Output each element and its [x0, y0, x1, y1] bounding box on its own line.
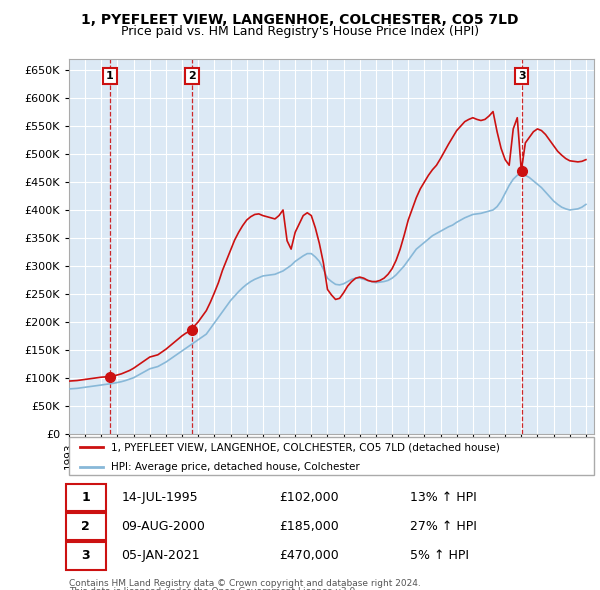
FancyBboxPatch shape — [67, 484, 106, 511]
FancyBboxPatch shape — [67, 513, 106, 540]
Text: 13% ↑ HPI: 13% ↑ HPI — [410, 491, 477, 504]
FancyBboxPatch shape — [67, 542, 106, 569]
Text: 1: 1 — [82, 491, 90, 504]
Text: 05-JAN-2021: 05-JAN-2021 — [121, 549, 200, 562]
Text: £102,000: £102,000 — [279, 491, 338, 504]
Text: 27% ↑ HPI: 27% ↑ HPI — [410, 520, 477, 533]
Text: 14-JUL-1995: 14-JUL-1995 — [121, 491, 198, 504]
Text: Contains HM Land Registry data © Crown copyright and database right 2024.: Contains HM Land Registry data © Crown c… — [69, 579, 421, 588]
Text: 1, PYEFLEET VIEW, LANGENHOE, COLCHESTER, CO5 7LD: 1, PYEFLEET VIEW, LANGENHOE, COLCHESTER,… — [81, 13, 519, 27]
Text: 09-AUG-2000: 09-AUG-2000 — [121, 520, 205, 533]
Text: 2: 2 — [188, 71, 196, 81]
Text: 2: 2 — [82, 520, 90, 533]
Text: Price paid vs. HM Land Registry's House Price Index (HPI): Price paid vs. HM Land Registry's House … — [121, 25, 479, 38]
Text: 3: 3 — [518, 71, 526, 81]
Text: 5% ↑ HPI: 5% ↑ HPI — [410, 549, 469, 562]
Text: £185,000: £185,000 — [279, 520, 339, 533]
Text: 1, PYEFLEET VIEW, LANGENHOE, COLCHESTER, CO5 7LD (detached house): 1, PYEFLEET VIEW, LANGENHOE, COLCHESTER,… — [111, 442, 500, 453]
Text: HPI: Average price, detached house, Colchester: HPI: Average price, detached house, Colc… — [111, 461, 360, 471]
Text: 1: 1 — [106, 71, 114, 81]
Text: This data is licensed under the Open Government Licence v3.0.: This data is licensed under the Open Gov… — [69, 587, 358, 590]
Text: 3: 3 — [82, 549, 90, 562]
Text: £470,000: £470,000 — [279, 549, 339, 562]
